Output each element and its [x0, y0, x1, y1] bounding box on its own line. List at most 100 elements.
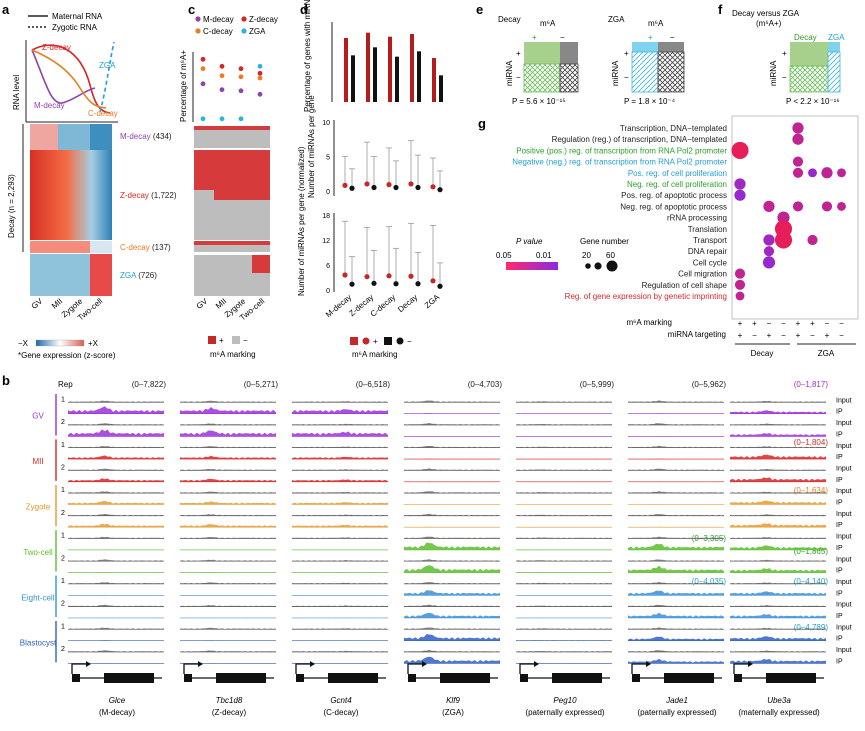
b-signal-5-0-1 [180, 627, 276, 630]
d-marking-label: m⁶A marking [352, 350, 398, 359]
g-signs: + + − − + + − −+ − + − + − + − [738, 319, 845, 340]
b-signal-2-3-1 [180, 524, 276, 528]
c-heat-c-red [194, 241, 270, 245]
panel-f-letter: f [718, 2, 723, 17]
b-signal-5-2-5 [628, 650, 724, 653]
stage-c-0: GV [195, 296, 210, 311]
colorbar-caption: *Gene expression (z-score) [18, 351, 116, 360]
d-mid-points [342, 140, 443, 193]
b-signal-4-0-2 [292, 582, 388, 584]
c-dot-1-3 [257, 70, 263, 76]
b-signal-1-3-1 [180, 478, 276, 482]
f-cell-zga-p [828, 42, 840, 52]
b-signal-2-0-2 [292, 491, 388, 494]
b-signal-5-1-5 [628, 636, 724, 641]
g-group-decay: Decay [751, 349, 774, 358]
b-signal-5-3-4 [516, 662, 612, 664]
b-signal-0-2-0 [68, 423, 164, 426]
b-exon2-5 [664, 673, 714, 683]
g-pvalue-bar [506, 262, 558, 270]
b-track-label-5-2: Input [836, 647, 852, 654]
b-gene-desc-2: (C-decay) [323, 708, 358, 717]
b-signal-1-1-2 [292, 456, 388, 460]
b-tss-arrow-4 [519, 663, 534, 674]
g-row-m6a: m⁶A marking [626, 318, 672, 327]
cluster-count-3: (726) [136, 271, 157, 280]
f-subtitle: (m⁶A+) [756, 19, 782, 28]
cluster-name-0: M-decay [120, 132, 151, 141]
b-signal-0-3-2 [292, 431, 388, 437]
d-bot-median-p-2 [386, 273, 392, 279]
b-tss-arrow-2 [295, 663, 310, 674]
b-signal-3-2-2 [292, 559, 388, 562]
g-dot-22 [734, 279, 746, 290]
b-signal-2-0-5 [628, 491, 724, 494]
e-zga-mirna: miRNA [611, 60, 620, 86]
b-tss-head-3 [422, 661, 427, 667]
label-z-decay: Z-decay [42, 43, 71, 52]
d-cat-4: ZGA [423, 292, 442, 310]
b-signal-0-2-5 [628, 423, 724, 426]
d-bar-1-3 [417, 51, 421, 102]
curve-m-decay [31, 49, 96, 104]
b-signal-4-2-4 [516, 605, 612, 607]
b-tss-head-5 [646, 661, 651, 667]
curve-zga [99, 41, 115, 113]
heat-c-2c [90, 241, 112, 253]
b-signal-1-0-0 [68, 446, 164, 448]
c-ylabel: Percentage of m⁶A+ [179, 50, 188, 122]
c-dot-1-1 [219, 63, 225, 69]
g-mirna-sign-4: + [796, 331, 801, 340]
b-tss-head-6 [748, 661, 753, 667]
e-zga-m6a: m⁶A [648, 19, 664, 28]
b-exon1-3 [408, 674, 416, 682]
heat-zga [30, 254, 90, 296]
b-track-label-0-2: Input [836, 420, 852, 427]
b-tss-head-1 [198, 661, 203, 667]
panel-e: e Decay m⁶A + − miRNA + − P = 5.6 × 10⁻¹… [476, 2, 685, 106]
cluster-name-1: Z-decay [120, 191, 149, 200]
b-signal-0-0-0 [68, 400, 164, 403]
c-dot-3-2 [238, 116, 244, 122]
b-signal-3-0-2 [292, 537, 388, 539]
d-bar-1-1 [373, 47, 377, 102]
b-signal-1-0-6 [730, 446, 826, 448]
b-signal-5-1-3 [404, 634, 500, 641]
b-signal-5-2-4 [516, 651, 612, 653]
d-legend-minus-swatch [384, 337, 392, 345]
b-signal-4-2-0 [68, 604, 164, 607]
b-signal-3-0-0 [68, 536, 164, 539]
g-mirna-sign-2: + [767, 331, 772, 340]
panel-c-legend: M-decay Z-decay C-decay ZGA [195, 15, 278, 36]
b-signal-4-0-3 [404, 582, 500, 584]
b-track-label-2-3: IP [836, 522, 843, 529]
b-signal-3-2-5 [628, 559, 724, 562]
b-rep1-3: 1 [61, 533, 65, 540]
f-cell-zga-m [827, 51, 841, 93]
d-legend-minus-dot [396, 337, 404, 345]
b-stage-3: Two-cell [23, 548, 53, 557]
e-decay-row-plus: + [516, 49, 521, 58]
b-rep1-4: 1 [61, 578, 65, 585]
g-term-15: Reg. of gene expression by genetic impri… [565, 292, 727, 301]
c-dot-3-0 [200, 116, 206, 122]
b-signal-5-2-0 [68, 650, 164, 653]
b-track-label-3-2: Input [836, 556, 852, 563]
d-bot-tick-0: 18 [322, 213, 330, 220]
c-dot-1-2 [238, 66, 244, 72]
d-bot-median-m-2 [393, 281, 399, 287]
b-signal-2-1-0 [68, 500, 164, 505]
b-signal-5-0-0 [68, 627, 164, 630]
panel-g: g Transcription, DNA−templated Regulation… [478, 115, 859, 358]
panel-b: b Rep (0–7,822) (0–5,271) (0–6,518) (0–4,70… [2, 373, 852, 717]
d-bot-tick-2: 6 [326, 263, 330, 270]
b-signal-4-0-6 [730, 582, 826, 584]
colorbar-neg: −X [18, 339, 29, 348]
heatmap-a [30, 124, 112, 296]
c-heat-c [194, 241, 270, 252]
b-track-label-1-2: Input [836, 465, 852, 472]
label-c-decay: C-decay [88, 109, 118, 118]
b-signal-2-3-0 [68, 523, 164, 528]
b-signal-1-3-6 [730, 477, 826, 482]
